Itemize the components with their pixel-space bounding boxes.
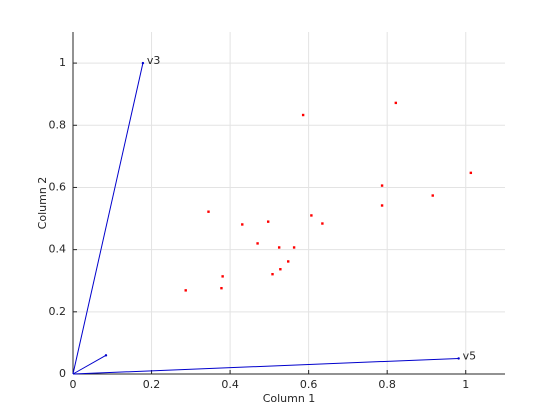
point (207, 210, 210, 213)
point (256, 242, 259, 245)
point (220, 286, 223, 290)
point (380, 204, 384, 207)
y-axis-label: Column 2 (36, 177, 49, 230)
point (279, 268, 282, 271)
point (241, 223, 244, 226)
y-tick-label: 0.8 (49, 118, 67, 131)
y-tick-label: 1 (59, 56, 66, 69)
y-tick-label: 0.6 (49, 180, 67, 193)
point (469, 171, 473, 175)
x-tick-label: 0.6 (300, 378, 318, 391)
vector-label: v3 (147, 54, 161, 67)
point (287, 260, 290, 263)
x-tick-label: 0.8 (378, 378, 396, 391)
vector (72, 357, 459, 375)
vector (72, 354, 107, 375)
point (380, 184, 384, 187)
point (301, 113, 305, 117)
point (184, 289, 187, 292)
point (431, 194, 434, 197)
point (321, 222, 324, 225)
y-tick-label: 0.2 (49, 305, 67, 318)
y-tick-label: 0.4 (49, 243, 67, 256)
point (221, 275, 224, 278)
x-tick-label: 0.4 (221, 378, 239, 391)
point (310, 214, 313, 217)
point (394, 101, 398, 105)
vector-label: v5 (463, 349, 477, 362)
vector-tip (457, 357, 460, 360)
vector-tip (141, 61, 145, 65)
x-tick-label: 0 (70, 378, 77, 391)
x-tick-label: 1 (462, 378, 469, 391)
point (292, 246, 296, 249)
vector (72, 62, 144, 375)
x-tick-label: 0.2 (143, 378, 161, 391)
point (271, 272, 274, 276)
y-tick-label: 0 (59, 367, 66, 380)
x-axis-label: Column 1 (263, 392, 316, 405)
point (266, 220, 270, 223)
point (277, 246, 281, 249)
vector-tip (104, 354, 108, 357)
